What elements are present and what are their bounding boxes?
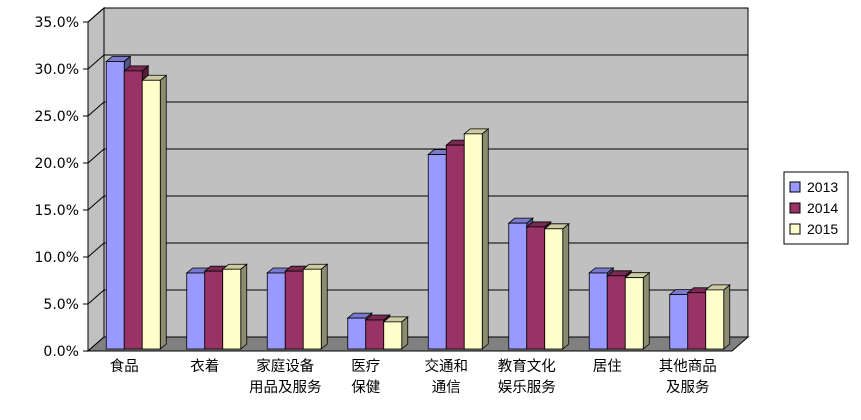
bar-side: [642, 271, 650, 350]
bar-front: [705, 289, 725, 350]
bar-front: [544, 228, 564, 350]
gridline: [87, 54, 748, 70]
y-tick-label: 15.0%: [35, 203, 79, 219]
bar: [704, 284, 731, 350]
x-tick-label: 家庭设备用品及服务: [249, 358, 322, 396]
bar-front: [606, 275, 626, 350]
bar: [624, 271, 651, 350]
bar-front: [347, 317, 367, 350]
y-tick-label: 30.0%: [35, 62, 79, 78]
bar-side: [240, 263, 248, 350]
axes: [83, 21, 89, 352]
bar-front: [302, 268, 322, 350]
bar-front: [669, 294, 689, 350]
y-tick-label: 0.0%: [43, 344, 79, 360]
x-tick-label: 衣着: [190, 358, 219, 375]
y-tick-label: 5.0%: [43, 297, 79, 313]
bar-side: [562, 222, 570, 350]
bar-front: [105, 61, 125, 350]
x-tick-label: 医疗保健: [351, 358, 380, 396]
bar: [221, 263, 248, 350]
x-tick-label: 教育文化娱乐服务: [498, 358, 556, 396]
y-tick-label: 25.0%: [35, 109, 79, 125]
bar-front: [508, 222, 528, 350]
legend-label: 2013: [807, 179, 838, 195]
legend-swatch: [789, 223, 801, 235]
bar-front: [186, 272, 206, 350]
y-tick-label: 20.0%: [35, 156, 79, 172]
legend-label: 2014: [807, 200, 838, 216]
floor: [86, 336, 750, 352]
bars: [105, 55, 731, 350]
bar-front: [284, 270, 304, 350]
x-tick-label: 其他商品及服务: [659, 358, 717, 396]
labels: 0.0% 5.0% 10.0% 15.0% 20.0% 25.0% 30.0% 35.0% 食品…: [35, 15, 717, 396]
y-tick-label: 35.0%: [35, 15, 79, 31]
x-tick-label: 交通和通信: [425, 357, 469, 396]
bar-front: [526, 226, 546, 350]
bar-front: [624, 277, 644, 350]
gridlines: [87, 7, 748, 305]
gridline: [87, 148, 748, 164]
bar-side: [401, 316, 409, 350]
bar-front: [445, 144, 465, 350]
bar: [302, 263, 329, 350]
gridline: [87, 195, 748, 211]
gridline: [87, 101, 748, 117]
legend-swatch: [789, 202, 801, 214]
bar-front: [427, 154, 447, 350]
gridline: [87, 7, 748, 23]
bar-front: [204, 270, 224, 350]
y-tick-label: 10.0%: [35, 250, 79, 266]
bar-front: [383, 321, 403, 350]
bar-front: [266, 272, 286, 350]
bar-front: [365, 319, 385, 350]
legend-swatch: [789, 181, 801, 193]
bar: [463, 128, 490, 350]
legend-label: 2015: [807, 221, 838, 237]
bar-front: [687, 292, 707, 350]
x-tick-label: 食品: [110, 358, 139, 375]
bar-front: [222, 268, 242, 350]
legend: 2013 2014 2015: [783, 171, 849, 245]
bar-side: [320, 263, 328, 350]
bar-side: [723, 284, 731, 350]
bar-side: [159, 74, 167, 350]
bar-front: [123, 70, 143, 350]
bar: [382, 316, 409, 350]
x-tick-label: 居住: [593, 358, 622, 375]
bar: [141, 74, 168, 350]
bar: [543, 222, 570, 350]
bar-front: [588, 272, 608, 350]
bar-side: [481, 128, 489, 350]
bar-front: [463, 133, 483, 350]
bar-front: [141, 79, 161, 350]
side-wall: [87, 6, 105, 353]
